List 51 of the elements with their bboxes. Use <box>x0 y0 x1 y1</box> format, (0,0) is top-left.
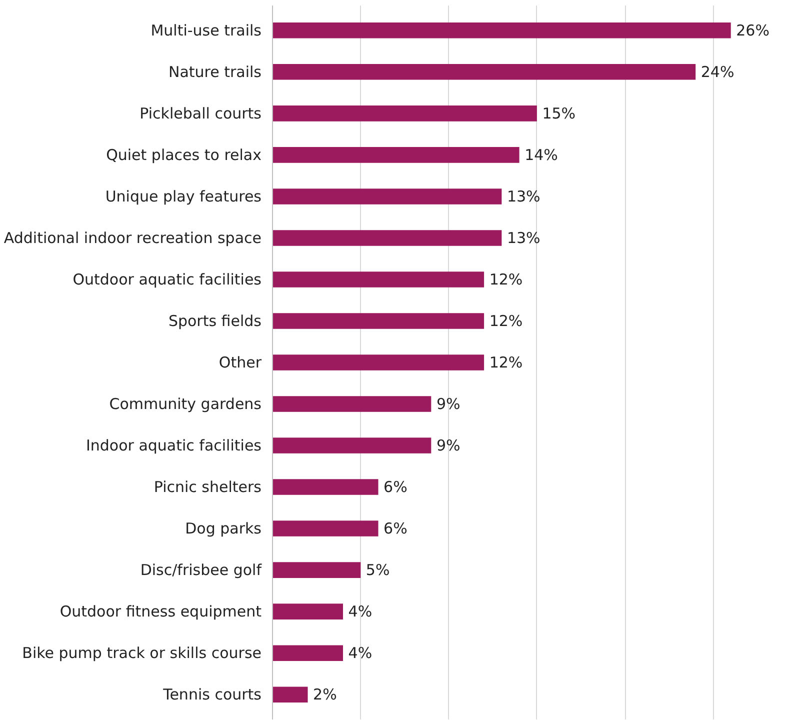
data-label: 2% <box>313 686 337 704</box>
bar <box>272 106 537 122</box>
data-label: 26% <box>736 21 770 40</box>
data-label: 12% <box>489 312 523 330</box>
data-label: 13% <box>506 187 540 206</box>
y-tick-label: Tennis courts <box>162 686 262 704</box>
bar <box>272 520 378 536</box>
y-tick-label: Other <box>218 354 262 372</box>
data-label: 9% <box>436 395 460 414</box>
y-tick-label: Community gardens <box>109 395 262 414</box>
data-label: 13% <box>506 228 540 247</box>
bar <box>272 188 502 204</box>
y-tick-label: Pickleball courts <box>140 104 262 122</box>
y-tick-label: Dog parks <box>185 520 262 538</box>
bar <box>272 438 432 454</box>
data-label: 6% <box>384 478 408 496</box>
data-label: 4% <box>348 602 372 621</box>
y-tick-label: Quiet places to relax <box>106 146 262 164</box>
y-tick-label: Picnic shelters <box>154 478 262 496</box>
bar <box>272 64 696 80</box>
data-label: 14% <box>524 146 558 164</box>
bar <box>272 354 484 370</box>
y-tick-label: Disc/frisbee golf <box>140 561 262 580</box>
bar <box>272 313 484 329</box>
data-label: 5% <box>366 561 390 580</box>
bar <box>272 230 502 246</box>
bar <box>272 562 361 578</box>
data-label: 6% <box>384 520 408 538</box>
y-tick-label: Outdoor aquatic facilities <box>72 270 262 288</box>
bar <box>272 272 484 288</box>
bar <box>272 22 731 38</box>
y-tick-label: Additional indoor recreation space <box>4 228 262 247</box>
data-label: 12% <box>489 270 523 288</box>
data-label: 4% <box>348 644 372 662</box>
data-label: 9% <box>436 436 460 455</box>
y-tick-label: Outdoor fitness equipment <box>60 602 262 621</box>
bar <box>272 604 344 620</box>
data-label: 15% <box>542 104 576 122</box>
y-tick-label: Nature trails <box>168 62 262 81</box>
y-tick-label: Bike pump track or skills course <box>22 644 262 662</box>
bar <box>272 396 432 412</box>
bar <box>272 479 378 495</box>
data-label: 24% <box>700 62 734 81</box>
y-tick-label: Multi-use trails <box>150 21 262 40</box>
y-tick-label: Indoor aquatic facilities <box>86 436 262 455</box>
data-label: 12% <box>489 354 523 372</box>
y-tick-label: Sports fields <box>168 312 262 330</box>
bar <box>272 645 344 661</box>
bar <box>272 147 520 163</box>
y-tick-label: Unique play features <box>105 187 262 206</box>
bar <box>272 686 308 702</box>
